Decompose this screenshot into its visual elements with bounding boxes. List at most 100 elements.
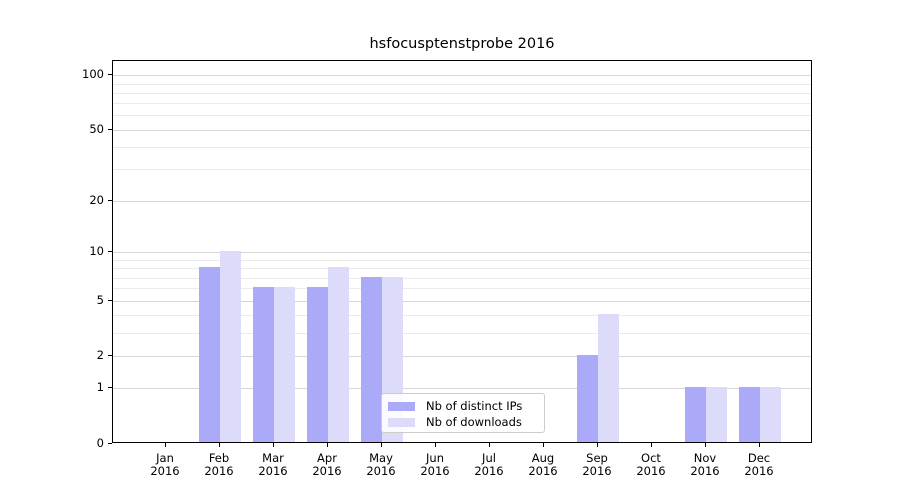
x-tick-label-oct: Oct 2016	[623, 452, 679, 478]
bar-distinct-ips-nov	[685, 387, 706, 442]
legend-swatch-distinct-ips	[388, 402, 415, 411]
x-tick-label-jun: Jun 2016	[407, 452, 463, 478]
x-tick-mark-jun	[435, 443, 436, 447]
x-tick-year: 2016	[312, 464, 342, 478]
legend-item-distinct-ips: Nb of distinct IPs	[388, 399, 538, 414]
minor-gridline-30	[113, 169, 811, 171]
x-tick-mark-sep	[597, 443, 598, 447]
legend-label-distinct-ips: Nb of distinct IPs	[426, 399, 523, 413]
y-tick-label-50: 50	[89, 121, 104, 136]
y-tick-label-1: 1	[96, 380, 104, 395]
x-tick-year: 2016	[582, 464, 612, 478]
x-tick-mark-nov	[705, 443, 706, 447]
x-tick-mark-jul	[489, 443, 490, 447]
x-tick-label-mar: Mar 2016	[245, 452, 301, 478]
x-tick-year: 2016	[204, 464, 234, 478]
x-tick-month: Aug	[531, 451, 555, 465]
bar-distinct-ips-sep	[577, 354, 598, 442]
x-tick-label-may: May 2016	[353, 452, 409, 478]
plot-area	[112, 60, 812, 443]
x-tick-month: May	[369, 451, 393, 465]
x-tick-mark-feb	[219, 443, 220, 447]
minor-gridline-3	[113, 332, 811, 334]
x-tick-month: Oct	[641, 451, 661, 465]
y-tick-mark-20	[108, 199, 112, 201]
minor-gridline-4	[113, 315, 811, 317]
x-tick-label-dec: Dec 2016	[731, 452, 787, 478]
x-tick-month: Nov	[693, 451, 717, 465]
minor-gridline-40	[113, 147, 811, 149]
y-tick-mark-10	[108, 251, 112, 253]
bar-distinct-ips-mar	[253, 287, 274, 442]
x-tick-year: 2016	[366, 464, 396, 478]
bar-distinct-ips-may	[361, 276, 382, 442]
y-tick-label-5: 5	[96, 292, 104, 307]
y-tick-label-20: 20	[89, 192, 104, 207]
minor-gridline-60	[113, 115, 811, 117]
y-tick-label-0: 0	[96, 435, 104, 450]
x-tick-mark-mar	[273, 443, 274, 447]
y-tick-mark-2	[108, 354, 112, 356]
legend-label-downloads: Nb of downloads	[426, 415, 522, 429]
major-gridline-5	[113, 300, 811, 302]
x-tick-year: 2016	[474, 464, 504, 478]
x-tick-month: Dec	[747, 451, 771, 465]
minor-gridline-80	[113, 92, 811, 94]
major-gridline-50	[113, 129, 811, 131]
y-tick-mark-1	[108, 387, 112, 389]
x-tick-mark-dec	[759, 443, 760, 447]
y-tick-mark-0	[108, 442, 112, 444]
y-tick-mark-100	[108, 74, 112, 76]
x-tick-month: Mar	[262, 451, 284, 465]
x-tick-label-jul: Jul 2016	[461, 452, 517, 478]
y-tick-label-100: 100	[82, 67, 104, 82]
bar-downloads-dec	[760, 387, 781, 442]
bar-downloads-mar	[274, 287, 295, 442]
x-tick-year: 2016	[690, 464, 720, 478]
x-tick-mark-aug	[543, 443, 544, 447]
x-tick-year: 2016	[258, 464, 288, 478]
x-tick-month: Sep	[586, 451, 608, 465]
bar-downloads-apr	[328, 267, 349, 442]
minor-gridline-8	[113, 268, 811, 270]
x-tick-month: Apr	[317, 451, 337, 465]
x-tick-month: Feb	[208, 451, 230, 465]
major-gridline-100	[113, 75, 811, 77]
major-gridline-20	[113, 200, 811, 202]
x-tick-label-feb: Feb 2016	[191, 452, 247, 478]
bar-downloads-feb	[220, 251, 241, 442]
x-tick-label-aug: Aug 2016	[515, 452, 571, 478]
major-gridline-10	[113, 252, 811, 254]
minor-gridline-6	[113, 288, 811, 290]
x-tick-month: Jan	[156, 451, 174, 465]
x-tick-mark-oct	[651, 443, 652, 447]
minor-gridline-70	[113, 103, 811, 105]
x-tick-month: Jul	[482, 451, 496, 465]
x-tick-month: Jun	[426, 451, 444, 465]
bar-downloads-nov	[706, 387, 727, 442]
y-tick-mark-50	[108, 128, 112, 130]
x-tick-year: 2016	[636, 464, 666, 478]
x-tick-mark-apr	[327, 443, 328, 447]
bar-distinct-ips-feb	[199, 267, 220, 442]
minor-gridline-9	[113, 259, 811, 261]
x-tick-year: 2016	[744, 464, 774, 478]
x-tick-mark-jan	[165, 443, 166, 447]
bar-downloads-sep	[598, 314, 619, 442]
legend-swatch-downloads	[388, 418, 415, 427]
x-tick-label-jan: Jan 2016	[137, 452, 193, 478]
legend-item-downloads: Nb of downloads	[388, 415, 538, 430]
major-gridline-2	[113, 355, 811, 357]
x-tick-year: 2016	[420, 464, 450, 478]
minor-gridline-90	[113, 83, 811, 85]
y-tick-label-2: 2	[96, 347, 104, 362]
x-tick-label-nov: Nov 2016	[677, 452, 733, 478]
x-tick-label-apr: Apr 2016	[299, 452, 355, 478]
legend: Nb of distinct IPs Nb of downloads	[381, 393, 545, 433]
x-tick-year: 2016	[528, 464, 558, 478]
bar-distinct-ips-apr	[307, 287, 328, 442]
bar-distinct-ips-dec	[739, 387, 760, 442]
x-tick-mark-may	[381, 443, 382, 447]
y-tick-label-10: 10	[89, 244, 104, 259]
